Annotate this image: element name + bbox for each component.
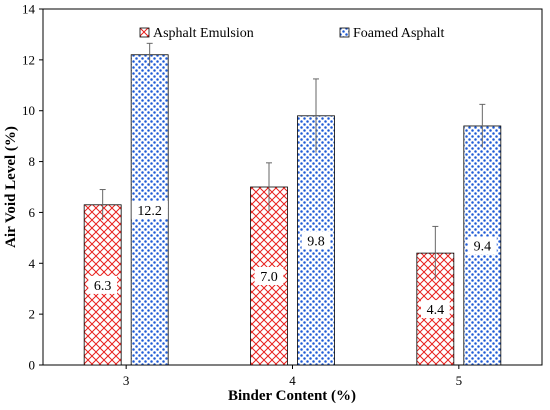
data-label-asphalt-emulsion: 6.3: [94, 279, 112, 294]
data-label-foamed-asphalt: 12.2: [137, 204, 162, 219]
data-label-background: [420, 300, 450, 319]
x-tick-label: 3: [123, 373, 130, 388]
y-tick-label: 14: [22, 2, 36, 17]
y-tick-label: 2: [29, 307, 36, 322]
data-label-background: [88, 275, 118, 294]
x-axis-title: Binder Content (%): [228, 388, 356, 404]
y-tick-label: 0: [29, 358, 36, 373]
legend-label-asphalt-emulsion: Asphalt Emulsion: [153, 26, 254, 41]
y-tick-label: 6: [29, 205, 36, 220]
y-axis: 0 2 4 6 8 10 12 14: [22, 2, 43, 373]
y-tick-label: 10: [22, 103, 35, 118]
data-label-background: [131, 200, 168, 219]
y-tick-label: 12: [22, 52, 35, 67]
data-label-asphalt-emulsion: 4.4: [427, 303, 445, 318]
x-tick-label: 5: [456, 373, 463, 388]
legend: Asphalt Emulsion Foamed Asphalt: [139, 26, 444, 41]
x-tick-label: 4: [289, 373, 296, 388]
y-tick-label: 4: [29, 256, 36, 271]
data-label-asphalt-emulsion: 7.0: [260, 270, 278, 285]
legend-swatch-asphalt-emulsion: [139, 27, 150, 38]
data-label-foamed-asphalt: 9.4: [474, 239, 492, 254]
data-label-background: [301, 231, 331, 250]
y-axis-title: Air Void Level (%): [3, 126, 19, 248]
y-tick-label: 8: [29, 154, 36, 169]
legend-label-foamed-asphalt: Foamed Asphalt: [353, 26, 444, 41]
data-label-foamed-asphalt: 9.8: [307, 234, 325, 249]
x-axis: 3 4 5: [123, 365, 462, 388]
bars-group: 6.3 7.0 4.4 12.2 9.8 9.4: [83, 42, 502, 366]
legend-swatch-foamed-asphalt: [339, 27, 350, 38]
data-label-background: [467, 236, 497, 255]
data-label-background: [254, 267, 284, 285]
